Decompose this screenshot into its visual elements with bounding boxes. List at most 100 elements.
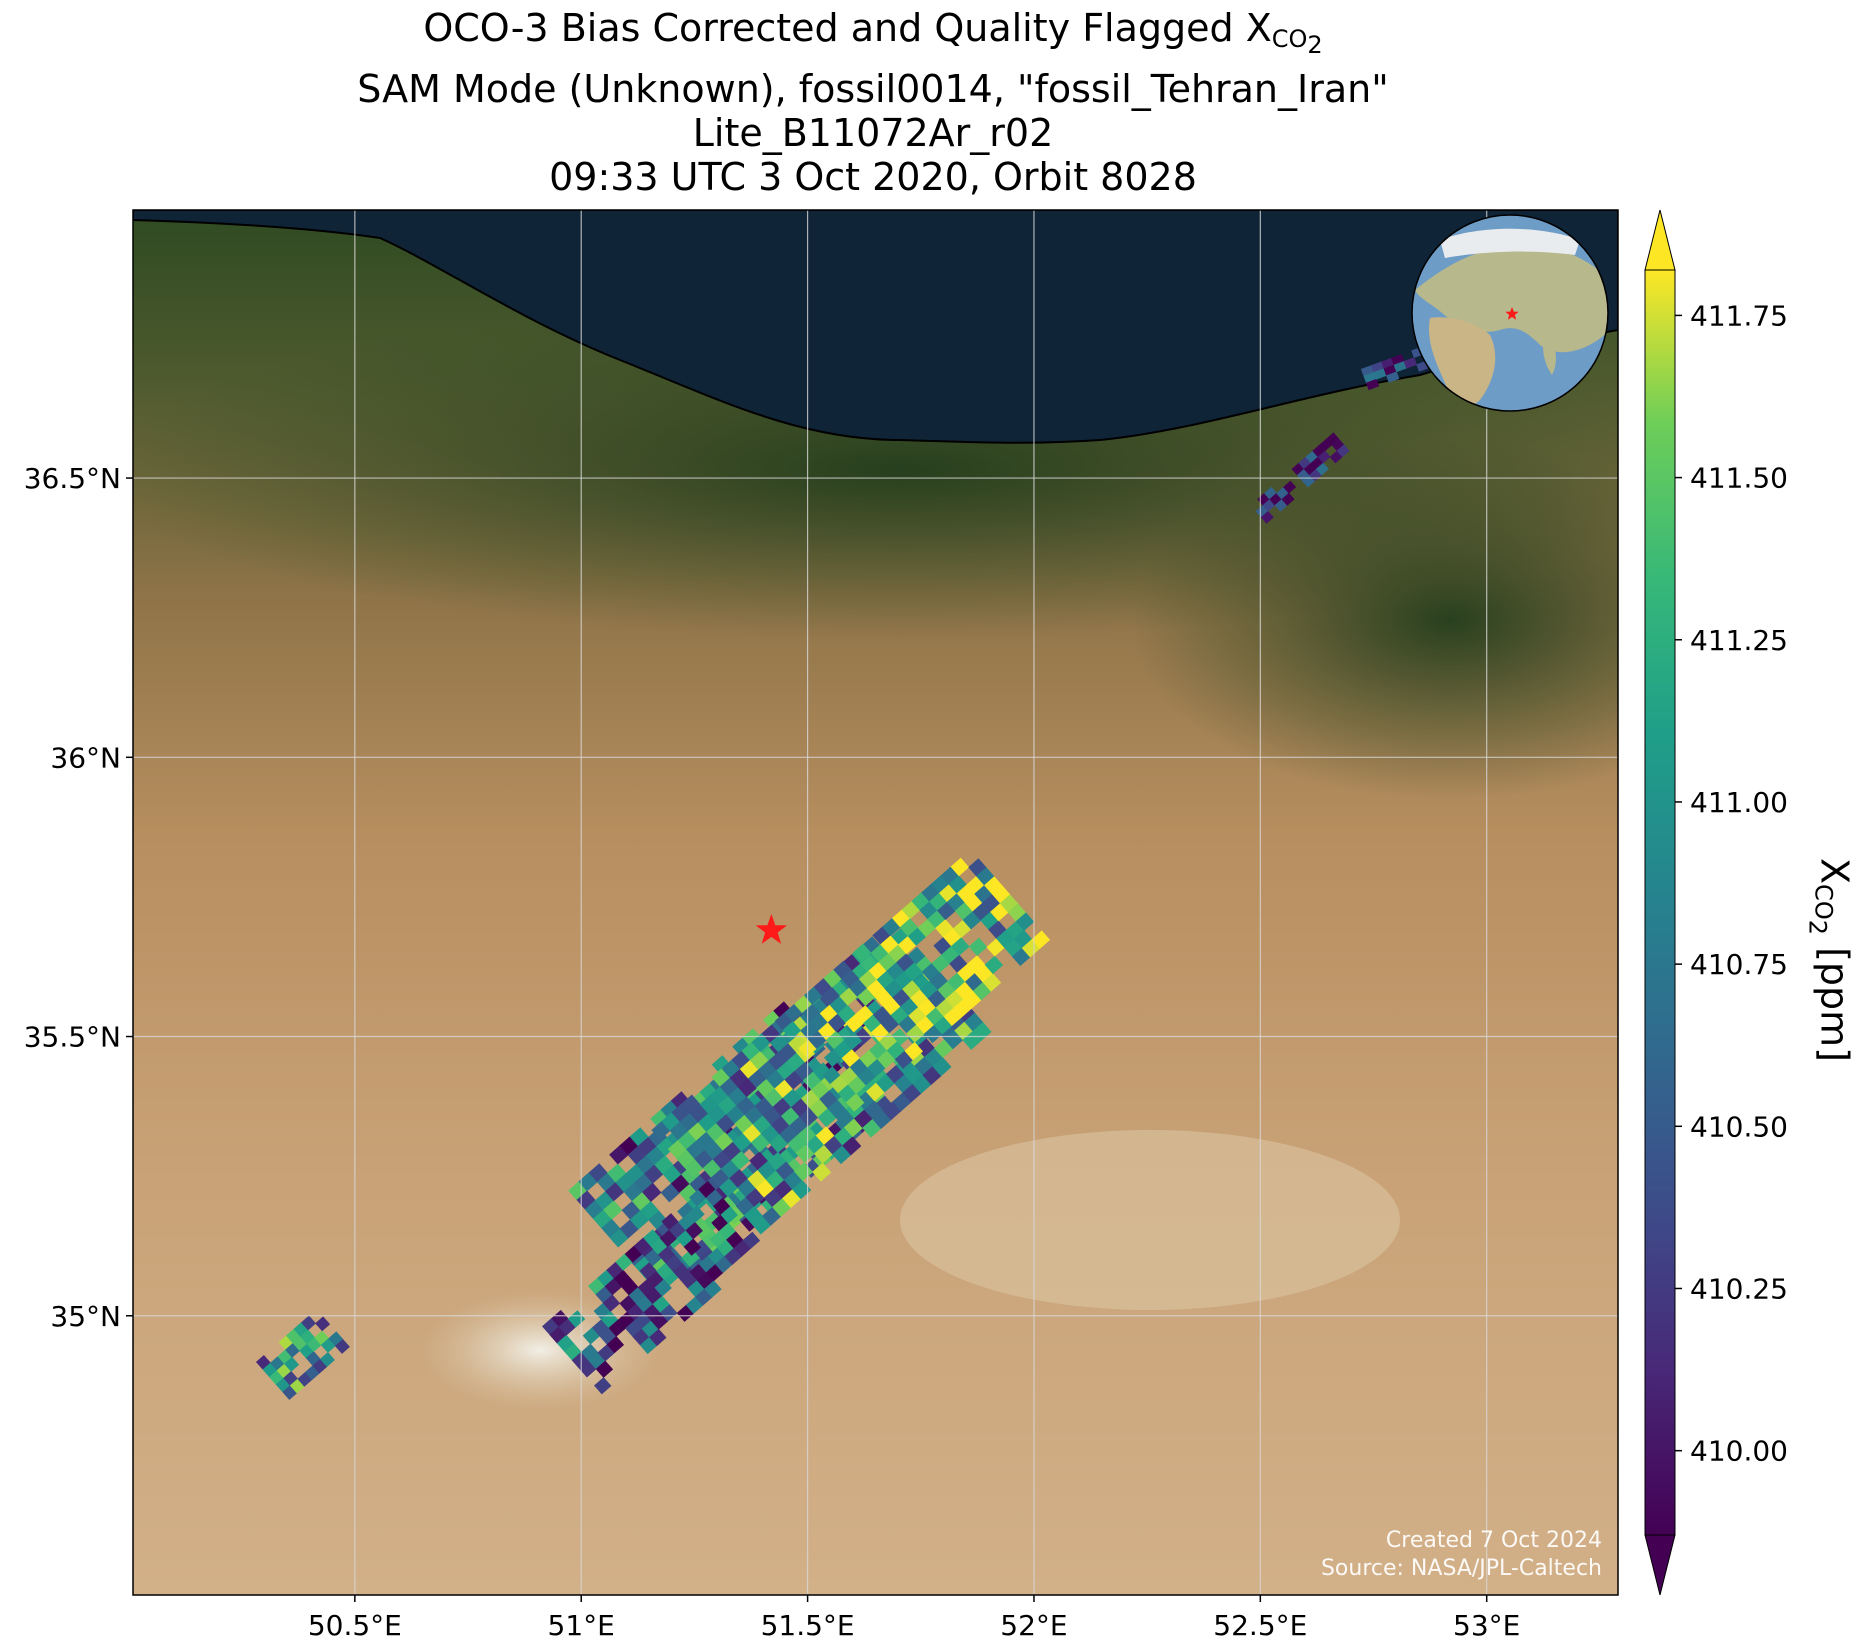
- sounding-cell: [730, 1150, 750, 1170]
- sounding-cell: [822, 1066, 841, 1085]
- credit-created: Created 7 Oct 2024: [1385, 1528, 1602, 1553]
- sounding-cell: [1326, 432, 1340, 446]
- sounding-cell: [773, 1001, 793, 1021]
- graticule: [133, 210, 1618, 1595]
- caspian-sea: [133, 210, 1618, 444]
- sounding-cell: [556, 1334, 575, 1353]
- sounding-cell: [729, 1169, 749, 1189]
- title-line-2: SAM Mode (Unknown), fossil0014, "fossil_…: [357, 67, 1389, 111]
- desert-plain: [900, 1130, 1400, 1310]
- colorbar-tick-label: 410.00: [1690, 1435, 1788, 1468]
- sounding-cell: [660, 1304, 678, 1322]
- lat-tick-label: 35°N: [50, 1300, 121, 1333]
- colorbar-tick-label: 410.75: [1690, 948, 1788, 981]
- sounding-cell: [929, 971, 949, 991]
- sounding-cell: [1393, 360, 1407, 373]
- sounding-cell: [833, 960, 852, 980]
- sounding-cell: [815, 1126, 835, 1146]
- sounding-cell: [932, 1057, 952, 1077]
- sounding-cell: [319, 1352, 335, 1368]
- sounding-cell: [821, 986, 841, 1006]
- globe-arctic: [1440, 228, 1580, 258]
- target-star-icon: [755, 913, 788, 944]
- lon-tick-label: 53°E: [1453, 1609, 1520, 1642]
- lon-tick-label: 50.5°E: [308, 1609, 402, 1642]
- sounding-cell: [643, 1229, 661, 1247]
- sounding-cell: [711, 1055, 732, 1075]
- sounding-cell: [681, 1094, 701, 1114]
- sounding-cell: [705, 1189, 724, 1207]
- colorbar-tick-label: 411.25: [1690, 624, 1788, 657]
- globe-africa: [1429, 317, 1496, 406]
- credit-source: Source: NASA/JPL-Caltech: [1320, 1556, 1602, 1581]
- sounding-cell: [613, 1269, 632, 1288]
- colorbar-extend-max: [1644, 209, 1676, 271]
- sounding-cell: [797, 1125, 817, 1145]
- chart-title: OCO-3 Bias Corrected and Quality Flagged…: [0, 6, 1746, 199]
- sounding-cell: [841, 969, 860, 989]
- sounding-cell: [284, 1356, 300, 1372]
- sounding-cell: [672, 1263, 691, 1281]
- sounding-cell: [670, 1091, 691, 1111]
- globe-star-icon: [1505, 307, 1519, 320]
- sounding-cell: [976, 867, 995, 886]
- credits: Created 7 Oct 2024 Source: NASA/JPL-Calt…: [1321, 1527, 1602, 1583]
- xco2-soundings: [255, 317, 1511, 1401]
- sounding-cell: [726, 1231, 744, 1249]
- sounding-cell: [968, 937, 988, 957]
- inset-globe: [1411, 214, 1609, 412]
- sounding-cell: [749, 1151, 769, 1171]
- sounding-cell: [950, 857, 970, 877]
- sounding-cell: [988, 920, 1007, 939]
- sounding-cell: [812, 1062, 832, 1082]
- sounding-cell: [886, 1041, 906, 1060]
- sounding-cell: [713, 1197, 731, 1216]
- sounding-cell: [580, 1343, 599, 1361]
- sounding-cell: [896, 953, 915, 972]
- sounding-cell: [301, 1315, 317, 1331]
- sounding-cell: [685, 1221, 703, 1240]
- sounding-cell: [841, 1049, 861, 1068]
- sounding-cell: [855, 1005, 874, 1024]
- sounding-cell: [999, 894, 1019, 913]
- sounding-cell: [714, 1132, 734, 1152]
- sounding-cell: [949, 954, 968, 974]
- colorbar-ticks: 410.00 410.25 410.50 410.75 411.00 411.25 411.…: [1675, 299, 1788, 1468]
- sounding-cell: [595, 1360, 614, 1378]
- sounding-cell: [648, 1210, 668, 1230]
- sounding-cell: [640, 1201, 660, 1221]
- sounding-cell: [767, 1152, 787, 1172]
- sounding-cell: [588, 1163, 608, 1183]
- sounding-cell: [1373, 368, 1387, 380]
- sounding-cell: [1386, 371, 1400, 383]
- sounding-cell: [652, 1295, 670, 1314]
- sounding-cell: [551, 1309, 569, 1328]
- sounding-cell: [1336, 444, 1350, 458]
- colorbar-tick-label: 411.00: [1690, 786, 1788, 819]
- colorbar-frame: [1644, 269, 1676, 1536]
- sounding-cell: [594, 1377, 612, 1395]
- sounding-cell: [606, 1335, 625, 1354]
- sounding-cell: [1331, 438, 1345, 452]
- sounding-cell: [607, 1163, 627, 1183]
- sounding-cell: [1281, 492, 1295, 506]
- sounding-cell: [661, 1213, 679, 1231]
- sounding-cell: [621, 1278, 639, 1296]
- sounding-cell: [1260, 510, 1274, 524]
- colorbar-tick-label: 411.75: [1690, 299, 1788, 332]
- sounding-cell: [687, 1205, 705, 1223]
- lon-tick-label: 51°E: [548, 1609, 615, 1642]
- title-line-1: OCO-3 Bias Corrected and Quality Flagged…: [423, 6, 1323, 59]
- salt-flat: [420, 1290, 660, 1410]
- sounding-cell: [935, 919, 954, 938]
- sounding-cell: [683, 1238, 702, 1256]
- sounding-cell: [1013, 930, 1033, 949]
- map-frame: [132, 209, 1619, 1596]
- lat-tick-label: 36.5°N: [24, 462, 121, 495]
- sounding-cell: [769, 1033, 789, 1053]
- sounding-cell: [649, 1328, 667, 1347]
- lon-ticks: 50.5°E 51°E 51.5°E 52°E 52.5°E 53°E: [308, 1595, 1520, 1642]
- sounding-cell: [736, 1096, 756, 1116]
- title-line-4: 09:33 UTC 3 Oct 2020, Orbit 8028: [549, 155, 1197, 199]
